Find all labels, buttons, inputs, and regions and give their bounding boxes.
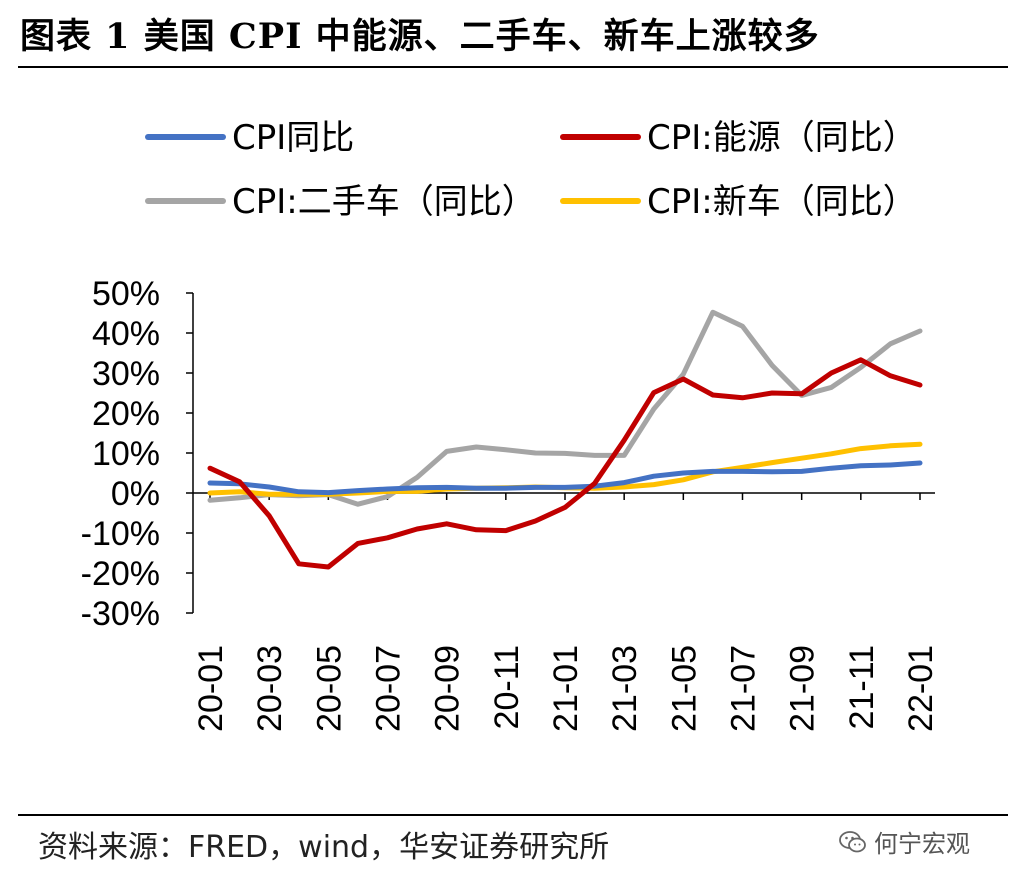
x-tick-label: 20-01 <box>192 645 230 732</box>
y-tick-label: 0% <box>111 475 160 513</box>
x-tick-label: 21-11 <box>843 645 881 729</box>
x-tick-label: 21-09 <box>784 645 822 732</box>
x-tick-label: 20-09 <box>429 645 467 732</box>
chart-title: 图表 1 美国 CPI 中能源、二手车、新车上涨较多 <box>20 16 820 57</box>
wechat-icon <box>839 830 866 852</box>
y-tick-label: 50% <box>92 275 160 313</box>
legend-label: CPI:二手车（同比） <box>232 182 536 222</box>
series-line-0 <box>207 460 923 496</box>
series-line-1 <box>207 357 923 570</box>
source-divider <box>18 814 1008 816</box>
chart-legend: CPI同比 CPI:能源（同比） CPI:二手车（同比） CPI:新车（同比） <box>145 118 917 222</box>
x-tick-label: 20-07 <box>370 645 408 732</box>
x-tick-label: 20-03 <box>251 645 289 732</box>
legend-item-2: CPI:二手车（同比） <box>145 182 536 222</box>
y-tick-label: 30% <box>92 355 160 393</box>
x-tick-label: 21-07 <box>725 645 763 732</box>
x-tick-label: 20-05 <box>310 645 348 732</box>
legend-item-3: CPI:新车（同比） <box>560 182 917 222</box>
y-tick-label: -20% <box>81 555 160 593</box>
y-tick-label: -30% <box>81 595 160 633</box>
y-tick-label: 10% <box>92 435 160 473</box>
legend-label: CPI同比 <box>232 118 354 158</box>
legend-label: CPI:新车（同比） <box>647 182 917 222</box>
y-tick-label: 40% <box>92 315 160 353</box>
series-line-2 <box>207 309 923 507</box>
x-tick-label: 21-01 <box>547 645 585 732</box>
line-chart: CPI同比 CPI:能源（同比） CPI:二手车（同比） CPI:新车（同比） -30… <box>81 118 940 732</box>
x-tick-label: 20-11 <box>488 645 526 729</box>
title-divider <box>18 66 1008 68</box>
x-tick-label: 21-05 <box>665 645 703 732</box>
legend-item-0: CPI同比 <box>145 118 354 158</box>
watermark-text: 何宁宏观 <box>874 830 970 858</box>
series-layer <box>207 309 923 570</box>
x-tick-label: 22-01 <box>902 645 940 732</box>
watermark: 何宁宏观 <box>838 824 970 859</box>
tick-labels: -30%-20%-10%0%10%20%30%40%50% 20-01 20-03 2… <box>81 275 940 732</box>
y-tick-label: -10% <box>81 515 160 553</box>
x-tick-label: 21-03 <box>606 645 644 732</box>
source-note: 资料来源：FRED，wind，华安证券研究所 <box>38 830 610 865</box>
y-tick-label: 20% <box>92 395 160 433</box>
legend-label: CPI:能源（同比） <box>647 118 917 158</box>
legend-item-1: CPI:能源（同比） <box>560 118 917 158</box>
